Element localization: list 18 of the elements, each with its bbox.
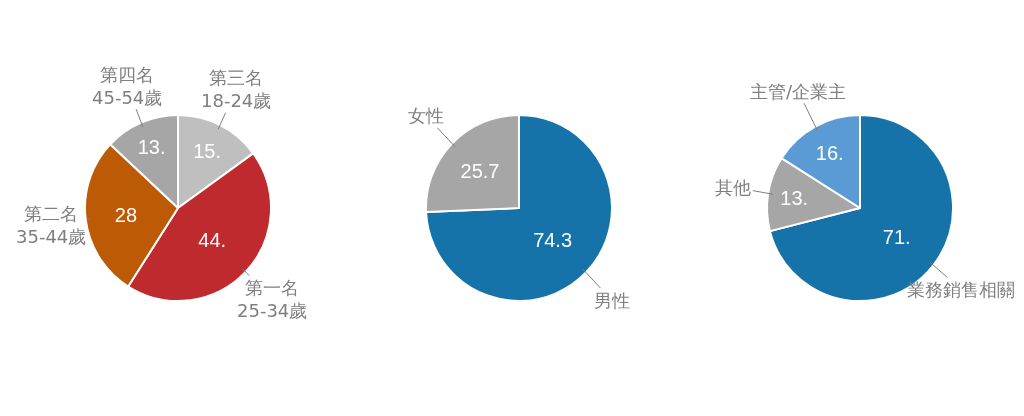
data-label: 16. <box>815 142 844 164</box>
slice-label: 第三名 18-24歲 <box>201 67 272 112</box>
slice-label: 第四名 45-54歲 <box>92 64 163 109</box>
data-label: 13. <box>137 135 166 158</box>
data-label: 28 <box>114 203 138 226</box>
data-label: 25.7 <box>460 159 500 182</box>
slice-label: 男性 <box>594 290 630 311</box>
data-label: 71. <box>882 225 911 248</box>
slice-label: 業務銷售相關 <box>907 279 1015 300</box>
slice-label: 主管/企業主 <box>750 81 847 102</box>
slice-label: 第二名 35-44歲 <box>16 203 87 248</box>
data-label: 15. <box>193 140 221 163</box>
slice-label: 其他 <box>715 177 751 198</box>
slice-label: 第一名 25-34歲 <box>237 277 308 322</box>
data-label: 44. <box>198 229 227 252</box>
slice-label: 女性 <box>408 105 444 126</box>
data-label: 13. <box>780 186 809 209</box>
data-label: 74.3 <box>533 229 573 252</box>
